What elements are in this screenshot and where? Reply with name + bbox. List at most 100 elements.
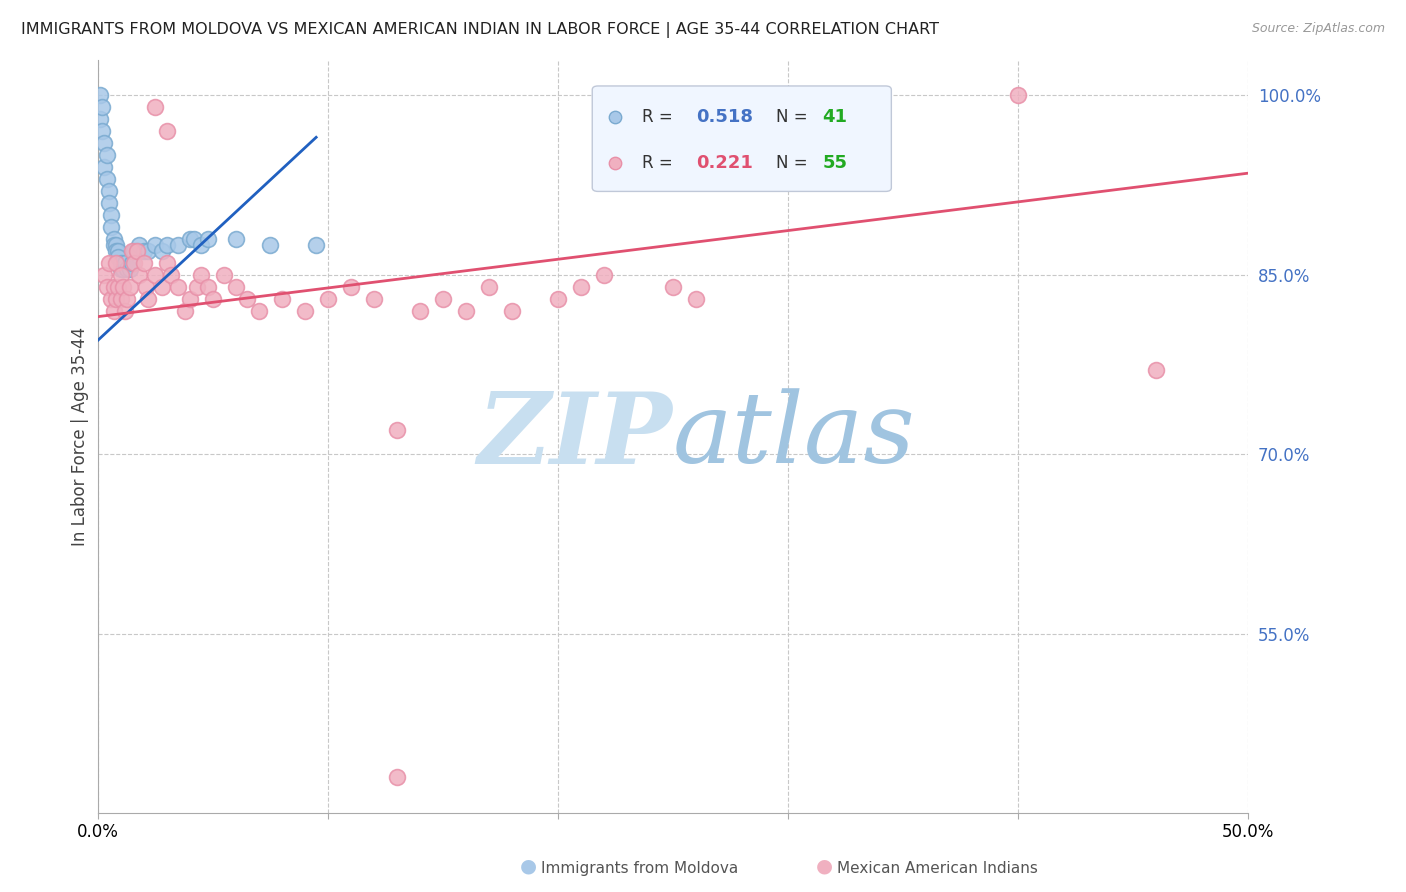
Point bbox=[98, 196, 121, 211]
Point bbox=[93, 160, 115, 174]
Point bbox=[150, 244, 173, 258]
Point bbox=[186, 280, 208, 294]
Text: ZIP: ZIP bbox=[478, 388, 673, 484]
Point bbox=[111, 280, 134, 294]
Point bbox=[93, 268, 115, 282]
Text: R =: R = bbox=[641, 154, 678, 172]
Point bbox=[294, 303, 316, 318]
Point bbox=[136, 244, 159, 258]
Point bbox=[104, 244, 127, 258]
Point bbox=[98, 184, 121, 198]
Point bbox=[100, 292, 122, 306]
Point bbox=[225, 280, 247, 294]
Point bbox=[201, 292, 224, 306]
Point bbox=[132, 256, 155, 270]
Point bbox=[662, 280, 685, 294]
Point bbox=[143, 100, 166, 114]
Text: IMMIGRANTS FROM MOLDOVA VS MEXICAN AMERICAN INDIAN IN LABOR FORCE | AGE 35-44 CO: IMMIGRANTS FROM MOLDOVA VS MEXICAN AMERI… bbox=[21, 22, 939, 38]
Point bbox=[869, 88, 891, 103]
Y-axis label: In Labor Force | Age 35-44: In Labor Force | Age 35-44 bbox=[72, 326, 89, 546]
Point bbox=[432, 292, 454, 306]
Point bbox=[363, 292, 385, 306]
Point bbox=[408, 303, 430, 318]
Text: ●: ● bbox=[520, 857, 537, 876]
Text: Immigrants from Moldova: Immigrants from Moldova bbox=[541, 861, 738, 876]
Point bbox=[197, 232, 219, 246]
Point bbox=[305, 238, 328, 252]
Point bbox=[128, 268, 150, 282]
Point bbox=[100, 208, 122, 222]
Point bbox=[685, 292, 707, 306]
Point bbox=[212, 268, 235, 282]
Point bbox=[179, 292, 201, 306]
Text: 0.518: 0.518 bbox=[696, 108, 752, 126]
Text: Source: ZipAtlas.com: Source: ZipAtlas.com bbox=[1251, 22, 1385, 36]
Text: R =: R = bbox=[641, 108, 678, 126]
Point bbox=[478, 280, 501, 294]
Point bbox=[103, 232, 125, 246]
Text: ●: ● bbox=[815, 857, 832, 876]
Point bbox=[96, 148, 118, 162]
Point bbox=[107, 280, 129, 294]
Point bbox=[155, 124, 177, 138]
Point bbox=[270, 292, 292, 306]
Point bbox=[155, 238, 177, 252]
Point bbox=[121, 256, 143, 270]
Point bbox=[547, 292, 569, 306]
Point bbox=[183, 232, 205, 246]
Point bbox=[114, 256, 136, 270]
Point bbox=[103, 238, 125, 252]
Point bbox=[104, 256, 127, 270]
Point bbox=[118, 280, 141, 294]
Point bbox=[125, 244, 148, 258]
Text: 55: 55 bbox=[823, 154, 848, 172]
Text: N =: N = bbox=[776, 108, 813, 126]
Point bbox=[107, 250, 129, 264]
Point bbox=[339, 280, 361, 294]
Point bbox=[385, 423, 408, 437]
Point bbox=[150, 280, 173, 294]
Point bbox=[1122, 179, 1144, 194]
Point bbox=[100, 219, 122, 234]
Text: atlas: atlas bbox=[673, 389, 915, 483]
Point bbox=[110, 268, 132, 282]
FancyBboxPatch shape bbox=[592, 86, 891, 192]
Point bbox=[167, 280, 190, 294]
Point bbox=[143, 268, 166, 282]
Point bbox=[247, 303, 270, 318]
Point bbox=[1122, 252, 1144, 267]
Point bbox=[98, 256, 121, 270]
Point bbox=[89, 112, 111, 127]
Text: 41: 41 bbox=[823, 108, 848, 126]
Point bbox=[236, 292, 259, 306]
Point bbox=[121, 244, 143, 258]
Point bbox=[316, 292, 339, 306]
Point bbox=[225, 232, 247, 246]
Point bbox=[128, 238, 150, 252]
Point bbox=[118, 261, 141, 276]
Point bbox=[107, 244, 129, 258]
Point bbox=[501, 303, 523, 318]
Point bbox=[104, 238, 127, 252]
Point bbox=[190, 238, 212, 252]
Point bbox=[174, 303, 197, 318]
Point bbox=[93, 136, 115, 151]
Point bbox=[117, 292, 139, 306]
Point bbox=[124, 256, 146, 270]
Text: Mexican American Indians: Mexican American Indians bbox=[837, 861, 1038, 876]
Point bbox=[259, 238, 281, 252]
Point bbox=[1007, 88, 1029, 103]
Point bbox=[110, 256, 132, 270]
Point bbox=[454, 303, 477, 318]
Point bbox=[135, 280, 157, 294]
Point bbox=[167, 238, 190, 252]
Point bbox=[160, 268, 183, 282]
Point bbox=[385, 770, 408, 784]
Point bbox=[96, 280, 118, 294]
Point bbox=[117, 261, 139, 276]
Point bbox=[124, 244, 146, 258]
Text: 0.221: 0.221 bbox=[696, 154, 752, 172]
Point bbox=[143, 238, 166, 252]
Point bbox=[114, 303, 136, 318]
Point bbox=[91, 124, 114, 138]
